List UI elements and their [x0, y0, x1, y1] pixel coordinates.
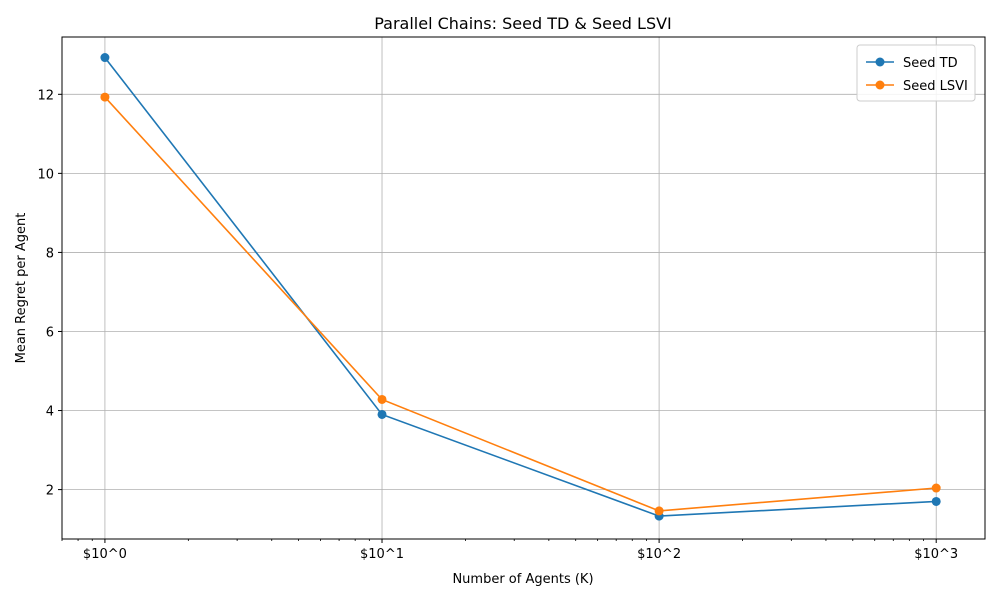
series-line [104, 57, 937, 517]
data-point [100, 92, 110, 102]
legend-label: Seed TD [903, 56, 958, 71]
x-tick-label: $10^0 [83, 547, 127, 562]
y-tick-label: 6 [46, 325, 54, 340]
legend-marker [875, 80, 885, 90]
y-tick-label: 12 [37, 88, 54, 103]
legend-box [856, 44, 976, 102]
x-tick-label: $10^1 [360, 547, 404, 562]
data-point [931, 483, 941, 493]
x-tick-label: $10^3 [914, 547, 958, 562]
data-point [654, 506, 664, 516]
x-tick-label: $10^2 [637, 547, 681, 562]
series-line [104, 96, 937, 512]
legend-marker [875, 57, 885, 67]
data-point [377, 409, 387, 419]
chart-title: Parallel Chains: Seed TD & Seed LSVI [374, 14, 672, 33]
axes: $10^0 $10^1 $10^2 $10^3 2 4 6 8 10 12 [37, 88, 958, 562]
y-tick-label: 4 [46, 405, 54, 420]
series-layer [100, 53, 941, 521]
plot-frame [61, 36, 986, 540]
y-tick-label: 10 [37, 167, 54, 182]
data-point [100, 53, 110, 63]
data-point [931, 496, 941, 506]
y-tick-label: 2 [46, 484, 54, 499]
grid [62, 37, 985, 539]
y-tick-label: 8 [46, 246, 54, 261]
y-axis-label: Mean Regret per Agent [14, 213, 29, 364]
x-axis-label: Number of Agents (K) [452, 572, 593, 587]
legend: Seed TD Seed LSVI [856, 44, 976, 102]
data-point [377, 394, 387, 404]
legend-label: Seed LSVI [903, 79, 968, 94]
